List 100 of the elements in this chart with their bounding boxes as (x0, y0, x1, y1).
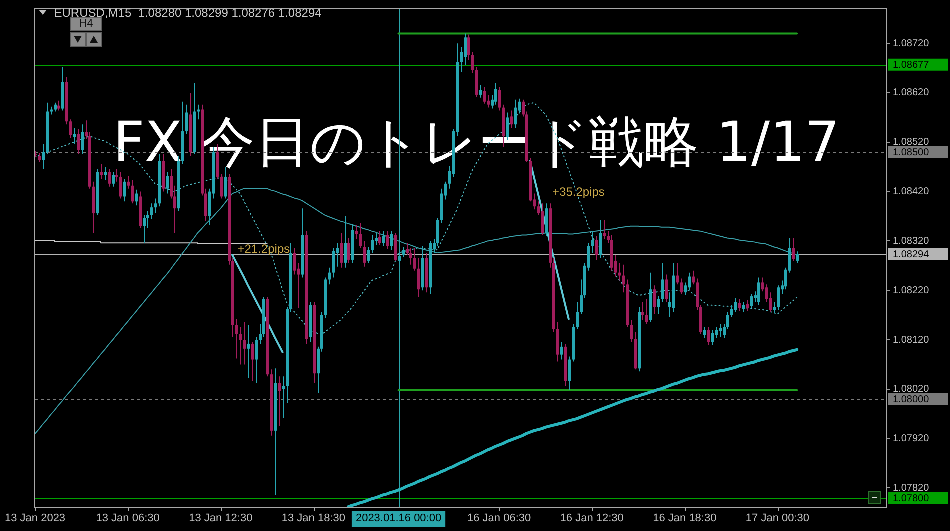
candlestick (42, 144, 45, 170)
candlestick (131, 179, 134, 204)
candlestick (630, 320, 633, 342)
candlestick (796, 251, 799, 264)
candlestick (69, 119, 72, 139)
x-tick-label: 13 Jan 2023 (4, 512, 66, 525)
candlestick (676, 262, 679, 286)
x-tick-label: 17 Jan 00:30 (746, 512, 810, 525)
y-tick-label: 1.08720 (893, 38, 930, 50)
candlestick (355, 224, 358, 240)
candlestick (653, 285, 656, 315)
y-tick-label: 1.08520 (893, 137, 930, 148)
candlestick (340, 232, 343, 268)
candlestick (494, 82, 497, 106)
candlestick (773, 302, 776, 314)
y-tick-label: 1.07920 (893, 434, 930, 445)
candlestick (278, 376, 281, 426)
ref-line-label: 1.08000 (893, 394, 930, 406)
candlestick (386, 230, 389, 250)
ref-line-label: 1.08500 (893, 148, 930, 159)
candlestick (719, 324, 722, 338)
candlestick (599, 220, 602, 258)
candlestick (498, 86, 501, 112)
candlestick (738, 299, 741, 312)
x-tick-label: 13 Jan 12:30 (189, 512, 253, 525)
candlestick (115, 168, 118, 182)
candlestick (568, 356, 571, 391)
x-tick-label: 2023.01.16 00:00 (356, 512, 442, 525)
candlestick (467, 34, 470, 61)
y-tick-label: 1.08420 (893, 186, 930, 198)
x-tick-label: 16 Jan 06:30 (467, 512, 532, 525)
candlestick (328, 267, 331, 286)
candlestick (730, 304, 733, 318)
candlestick (344, 216, 347, 268)
y-tick-label: 1.08120 (893, 334, 930, 346)
candlestick (220, 174, 223, 200)
candlestick (108, 168, 111, 188)
candlestick (618, 262, 621, 282)
x-tick-label: 13 Jan 06:30 (96, 512, 160, 525)
candlestick (378, 230, 381, 246)
candlestick (332, 248, 335, 278)
candlestick (251, 341, 254, 382)
x-tick-label: 16 Jan 18:30 (653, 512, 717, 525)
candlestick (135, 189, 138, 206)
candlestick (595, 236, 598, 260)
candlestick (347, 238, 350, 264)
x-tick-label: 13 Jan 18:30 (282, 512, 346, 525)
chart-subtitle: EURUSD,M15 1.08280 1.08299 1.08276 1.08294 (54, 6, 322, 20)
candlestick (703, 326, 706, 339)
candlestick (371, 234, 374, 254)
candlestick (665, 274, 668, 303)
candlestick (293, 248, 296, 276)
candlestick (680, 278, 683, 296)
timeframe-button: H4 (70, 17, 102, 31)
candlestick (112, 172, 115, 188)
candlestick (483, 86, 486, 104)
candlestick (239, 326, 242, 366)
candlestick (603, 220, 606, 240)
candlestick (746, 300, 749, 312)
candlestick (77, 129, 80, 155)
candlestick (707, 326, 710, 346)
candlestick (560, 341, 563, 360)
candlestick (591, 230, 594, 254)
candlestick (734, 298, 737, 313)
candlestick (777, 285, 780, 311)
candlestick (390, 230, 393, 251)
candlestick (154, 198, 157, 214)
y-tick-label: 1.08020 (893, 384, 930, 396)
candlestick (541, 203, 544, 236)
candlestick (688, 272, 691, 292)
candlestick (243, 322, 246, 366)
candlestick (282, 376, 285, 419)
candlestick (757, 277, 760, 306)
candlestick (367, 246, 370, 264)
candlestick (143, 215, 146, 244)
candlestick (57, 100, 60, 112)
candlestick (123, 178, 126, 202)
candlestick (661, 262, 664, 303)
candlestick (657, 296, 660, 315)
candlestick (576, 302, 579, 330)
candlestick (792, 238, 795, 262)
candlestick (471, 52, 474, 74)
candlestick (73, 128, 76, 145)
candlestick (479, 84, 482, 98)
candlestick (119, 172, 122, 200)
candlestick (742, 302, 745, 313)
candlestick (715, 326, 718, 339)
ref-line-label: 1.07800 (893, 493, 930, 504)
y-tick-label: 1.08220 (893, 285, 930, 296)
annotation: H4 (79, 18, 94, 30)
candlestick (247, 324, 250, 380)
candlestick (382, 230, 385, 247)
y-tick-label: 1.07820 (893, 482, 930, 494)
candlestick (359, 222, 362, 249)
candlestick (417, 258, 420, 298)
candlestick (692, 270, 695, 286)
candlestick (150, 203, 153, 220)
candlestick (711, 330, 714, 346)
candlestick (197, 104, 200, 120)
candlestick (100, 164, 103, 180)
